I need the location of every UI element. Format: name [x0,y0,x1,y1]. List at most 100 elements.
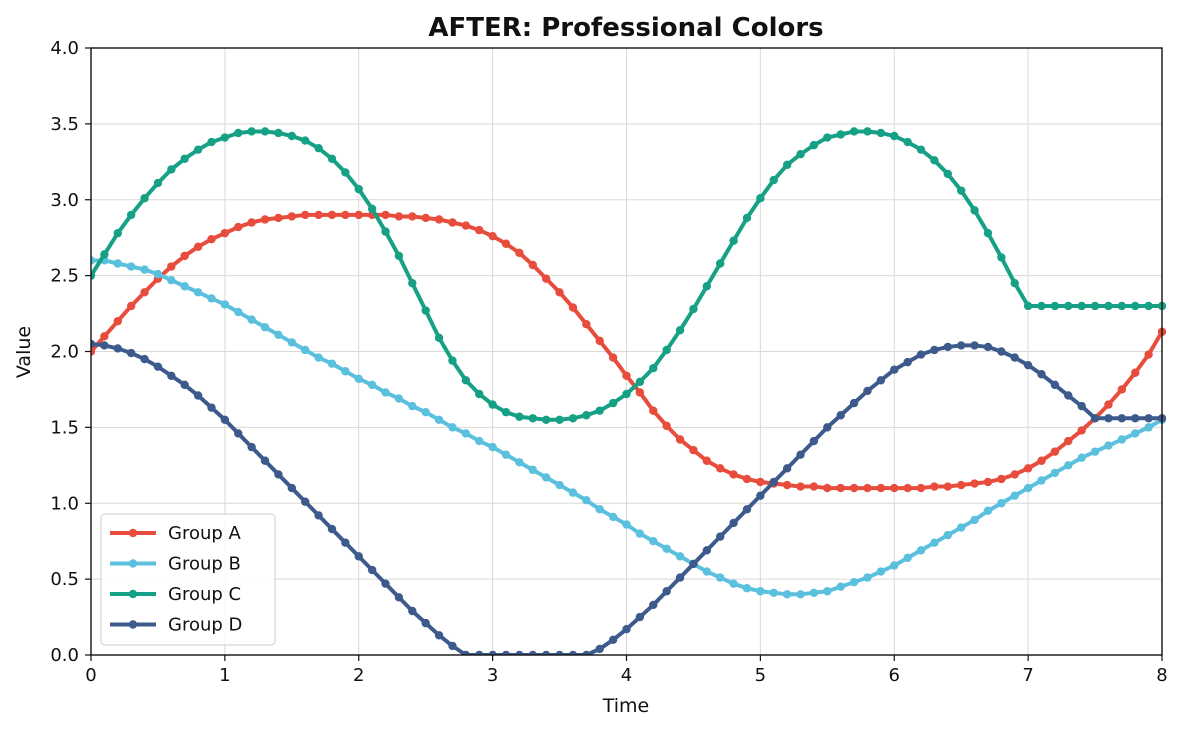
data-point [742,213,752,223]
data-point [930,345,939,355]
data-point [1090,447,1100,456]
legend-label: Group C [168,584,241,605]
data-point [796,450,805,459]
data-point [528,414,537,423]
data-point [207,235,216,244]
data-point [234,128,243,138]
data-point [608,635,618,645]
data-point [301,345,310,355]
data-point [327,210,337,220]
data-point [434,215,444,224]
data-point [675,573,685,582]
data-point [167,371,176,380]
data-point [796,590,805,599]
data-point [1144,301,1153,311]
data-point [528,465,537,475]
data-point [207,294,216,303]
data-point [515,650,524,655]
data-point [689,304,698,314]
chart-title: AFTER: Professional Colors [428,13,823,43]
data-point [341,210,350,220]
data-point [916,546,926,555]
data-point [314,210,323,220]
series-group-d [91,339,1166,655]
data-point [635,388,645,397]
data-point [595,406,604,415]
data-point [890,561,899,570]
data-point [555,288,564,297]
data-point [903,137,912,147]
data-point [434,415,444,424]
data-point [622,371,631,380]
data-point [876,128,886,138]
data-point [716,573,725,582]
data-point [769,477,778,487]
data-point [91,256,96,265]
y-tick-label: 0.5 [50,569,79,590]
data-point [890,483,899,493]
data-point [635,529,645,538]
data-point [220,228,230,238]
data-point [823,483,832,493]
data-point [863,483,872,493]
data-point [635,612,645,622]
data-point [1131,414,1140,423]
legend-marker [128,620,138,629]
data-point [863,386,872,396]
data-point [876,567,886,576]
data-point [863,127,872,136]
data-point [421,306,430,315]
data-point [140,354,149,364]
legend-marker [128,589,138,599]
data-point [849,483,859,493]
y-tick-label: 2.0 [50,342,79,363]
data-point [729,518,738,528]
data-point [983,477,993,487]
data-point [595,505,604,514]
data-point [595,644,604,654]
data-point [381,579,390,588]
y-tick-label: 2.5 [50,266,79,287]
legend-item-group-c: Group C [110,584,241,605]
data-point [126,210,136,220]
data-point [314,353,323,362]
legend-item-group-b: Group B [110,554,241,575]
data-point [1117,385,1127,394]
data-point [247,442,256,452]
data-point [702,567,712,576]
data-point [635,377,645,387]
data-point [956,341,966,350]
data-point [367,380,377,390]
data-point [568,488,578,497]
data-point [729,579,738,588]
data-point [461,429,471,438]
data-point [260,323,270,332]
data-point [716,464,725,473]
y-tick-label: 0.0 [50,645,79,666]
y-tick-label: 1.0 [50,493,79,514]
data-point [742,584,752,593]
data-point [997,499,1006,508]
data-point [448,641,457,651]
data-point [541,650,551,655]
data-point [662,345,671,355]
data-point [649,600,658,610]
data-point [890,131,899,141]
data-point [1077,453,1086,462]
data-point [1144,350,1153,359]
data-point [916,483,926,493]
data-point [1117,414,1127,423]
data-point [327,524,337,534]
data-point [1117,435,1127,444]
data-point [448,423,457,432]
data-point [675,435,685,444]
data-point [608,398,618,408]
data-point [1077,401,1086,411]
legend-item-group-d: Group D [110,615,242,636]
data-point [1064,436,1073,446]
data-point [528,260,537,270]
data-point [207,137,216,147]
data-point [716,259,725,268]
data-point [381,227,390,236]
data-point [515,248,524,258]
